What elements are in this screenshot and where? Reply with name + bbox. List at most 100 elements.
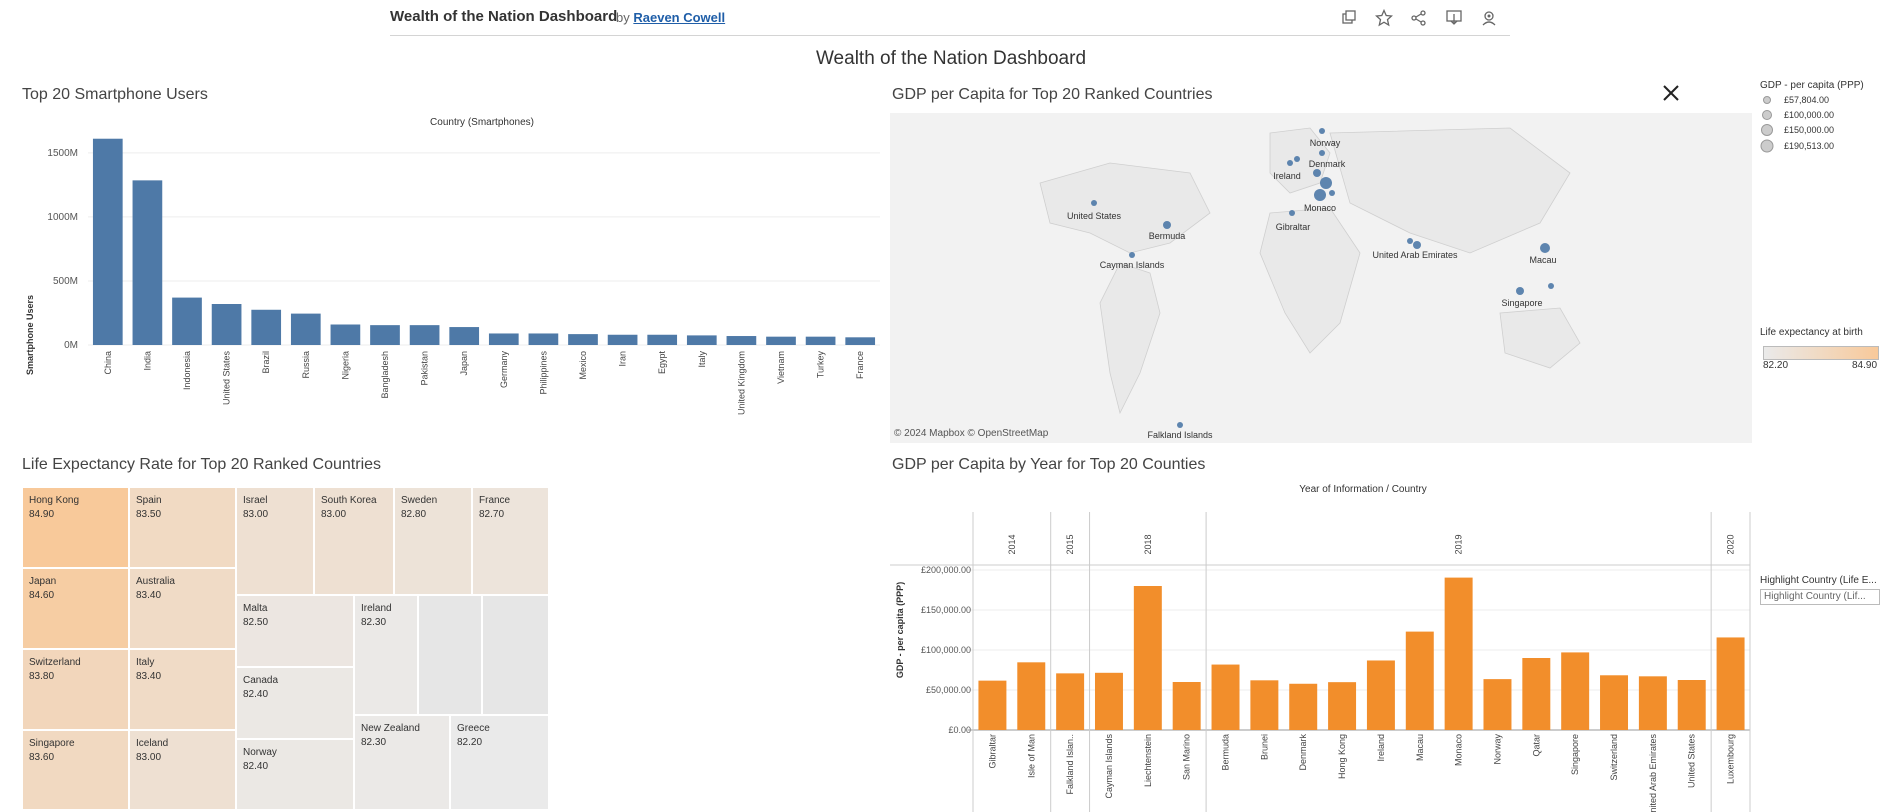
gdp-size-legend[interactable]: £57,804.00 £100,000.00 £150,000.00 £190,… bbox=[1760, 92, 1870, 156]
bar-iran[interactable] bbox=[607, 334, 638, 345]
treemap-cell-singapore[interactable]: Singapore 83.60 bbox=[22, 730, 129, 810]
workbook-title: Wealth of the Nation Dashboard bbox=[390, 8, 618, 25]
watch-icon[interactable] bbox=[1480, 9, 1498, 27]
bar-pakistan[interactable] bbox=[409, 325, 440, 345]
bar-vietnam[interactable] bbox=[766, 336, 796, 345]
treemap-value-label: 82.70 bbox=[479, 509, 505, 520]
treemap-cell-canada[interactable]: Canada 82.40 bbox=[236, 667, 354, 739]
bar-ireland[interactable] bbox=[1366, 660, 1395, 730]
treemap-cell-japan[interactable]: Japan 84.60 bbox=[22, 568, 129, 649]
map-credit: © 2024 Mapbox © OpenStreetMap bbox=[894, 428, 1049, 439]
treemap-cell-ireland[interactable]: Ireland 82.30 bbox=[354, 595, 418, 715]
map-country-dot[interactable] bbox=[1407, 238, 1413, 244]
bar-monaco[interactable] bbox=[1444, 577, 1473, 730]
bar-macau[interactable] bbox=[1405, 631, 1434, 730]
treemap-cell-france[interactable]: France 82.70 bbox=[472, 487, 549, 595]
bar-india[interactable] bbox=[132, 180, 163, 345]
map-country-dot[interactable] bbox=[1313, 169, 1321, 177]
favorite-star-icon[interactable] bbox=[1374, 8, 1394, 27]
bar-japan[interactable] bbox=[449, 327, 480, 345]
treemap-cell-iceland[interactable]: Iceland 83.00 bbox=[129, 730, 236, 810]
bar-isle-of-man[interactable] bbox=[1017, 662, 1046, 730]
bar-philippines[interactable] bbox=[528, 333, 559, 345]
bar-luxembourg[interactable] bbox=[1716, 637, 1745, 730]
bar-bermuda[interactable] bbox=[1211, 664, 1240, 730]
map-country-dot[interactable] bbox=[1129, 252, 1135, 258]
map-country-dot[interactable] bbox=[1294, 156, 1300, 162]
treemap-value-label: 83.40 bbox=[136, 590, 162, 601]
bar-russia[interactable] bbox=[290, 313, 321, 345]
bar-switzerland[interactable] bbox=[1600, 675, 1629, 730]
treemap-cell-malta[interactable]: Malta 82.50 bbox=[236, 595, 354, 667]
bar-liechtenstein[interactable] bbox=[1133, 586, 1162, 730]
treemap-cell-italy[interactable]: Italy 83.40 bbox=[129, 649, 236, 730]
treemap-cell-australia[interactable]: Australia 83.40 bbox=[129, 568, 236, 649]
map-country-dot[interactable] bbox=[1177, 422, 1183, 428]
bar-san-marino[interactable] bbox=[1172, 682, 1201, 730]
map-country-dot[interactable] bbox=[1287, 160, 1293, 166]
map-country-dot[interactable] bbox=[1540, 243, 1550, 253]
bar-italy[interactable] bbox=[686, 335, 717, 345]
x-tick-label: India bbox=[142, 351, 152, 371]
map-country-dot[interactable] bbox=[1314, 189, 1326, 201]
map-country-dot[interactable] bbox=[1163, 221, 1171, 229]
close-icon[interactable] bbox=[1660, 82, 1682, 104]
map-country-dot[interactable] bbox=[1319, 150, 1325, 156]
treemap-cell-spain[interactable]: Spain 83.50 bbox=[129, 487, 236, 568]
bar-cayman-islands[interactable] bbox=[1094, 672, 1123, 730]
bar-france[interactable] bbox=[845, 337, 876, 345]
treemap-cell-south-korea[interactable]: South Korea 83.00 bbox=[314, 487, 394, 595]
bar-hong-kong[interactable] bbox=[1328, 682, 1357, 730]
bar-united-kingdom[interactable] bbox=[726, 336, 757, 345]
bar-norway[interactable] bbox=[1483, 679, 1512, 730]
bar-egypt[interactable] bbox=[647, 334, 678, 345]
map-country-dot[interactable] bbox=[1516, 287, 1524, 295]
treemap-cell-new-zealand[interactable]: New Zealand 82.30 bbox=[354, 715, 450, 810]
bar-singapore[interactable] bbox=[1561, 652, 1590, 730]
x-tick-label: Indonesia bbox=[182, 351, 192, 390]
map-country-dot[interactable] bbox=[1320, 177, 1332, 189]
bar-mexico[interactable] bbox=[568, 334, 598, 345]
map-country-dot[interactable] bbox=[1091, 200, 1097, 206]
bar-china[interactable] bbox=[92, 138, 123, 345]
treemap-country-label: Sweden bbox=[401, 495, 438, 506]
gdp-map[interactable]: Norway Denmark Ireland Monaco Gibraltar … bbox=[890, 113, 1752, 443]
share-icon[interactable] bbox=[1410, 9, 1428, 27]
treemap-value-label: 82.30 bbox=[361, 737, 387, 748]
y-tick-label: 500M bbox=[53, 276, 78, 287]
bar-united-states[interactable] bbox=[211, 304, 242, 345]
bar-indonesia[interactable] bbox=[172, 297, 202, 345]
treemap-cell-sweden[interactable]: Sweden 82.80 bbox=[394, 487, 472, 595]
map-country-dot[interactable] bbox=[1329, 190, 1335, 196]
x-tick-label: Egypt bbox=[657, 351, 667, 375]
bar-denmark[interactable] bbox=[1289, 683, 1318, 730]
map-country-dot[interactable] bbox=[1548, 283, 1554, 289]
x-tick-label: Philippines bbox=[538, 351, 548, 395]
bar-united-arab-emirates[interactable] bbox=[1638, 676, 1667, 730]
author-link[interactable]: Raeven Cowell bbox=[633, 10, 726, 25]
bar-nigeria[interactable] bbox=[330, 324, 361, 346]
treemap-cell-switzerland[interactable]: Switzerland 83.80 bbox=[22, 649, 129, 730]
highlight-country-search-input[interactable]: Highlight Country (Lif... bbox=[1760, 589, 1880, 605]
bar-turkey[interactable] bbox=[805, 336, 836, 345]
life-color-gradient[interactable] bbox=[1763, 346, 1879, 360]
bar-qatar[interactable] bbox=[1522, 658, 1551, 730]
bar-falkland-islan-[interactable] bbox=[1056, 673, 1085, 730]
bar-gibraltar[interactable] bbox=[978, 680, 1007, 730]
map-country-dot[interactable] bbox=[1319, 128, 1325, 134]
bar-brazil[interactable] bbox=[251, 309, 282, 345]
treemap-cell-greece[interactable]: Greece 82.20 bbox=[450, 715, 549, 810]
map-label-falkland-islands: Falkland Islands bbox=[1147, 430, 1213, 440]
bar-brunei[interactable] bbox=[1250, 680, 1279, 730]
map-country-dot[interactable] bbox=[1289, 210, 1295, 216]
map-country-dot[interactable] bbox=[1413, 241, 1421, 249]
download-icon[interactable] bbox=[1445, 9, 1463, 27]
treemap-cell-israel[interactable]: Israel 83.00 bbox=[236, 487, 314, 595]
bar-bangladesh[interactable] bbox=[370, 325, 400, 345]
treemap-value-label: 84.60 bbox=[29, 590, 55, 601]
duplicate-icon[interactable] bbox=[1340, 9, 1358, 27]
treemap-cell-hong-kong[interactable]: Hong Kong 84.90 bbox=[22, 487, 129, 568]
bar-united-states[interactable] bbox=[1677, 680, 1706, 730]
bar-germany[interactable] bbox=[488, 333, 519, 345]
treemap-cell-norway[interactable]: Norway 82.40 bbox=[236, 739, 354, 810]
